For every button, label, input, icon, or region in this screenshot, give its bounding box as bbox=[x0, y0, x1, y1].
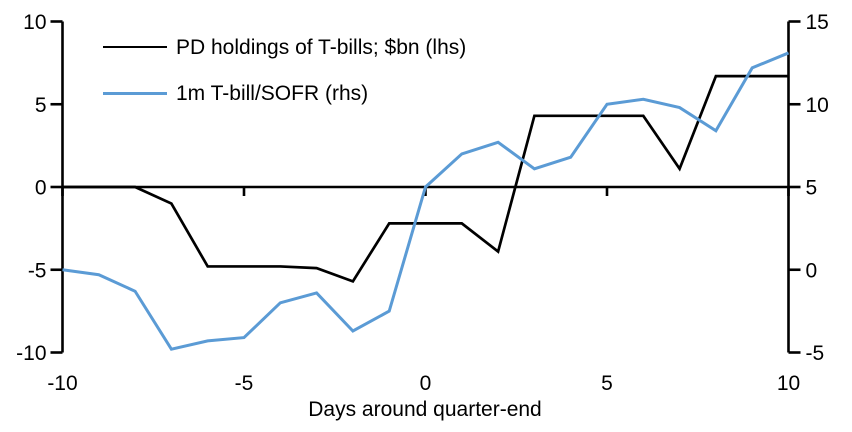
x-axis-title: Days around quarter-end bbox=[308, 398, 542, 421]
series-line-pd-holdings bbox=[62, 74, 789, 283]
legend-item-tbill-sofr: 1m T-bill/SOFR (rhs) bbox=[103, 70, 466, 116]
y-axis-left-tick-label: 5 bbox=[35, 94, 47, 117]
y-axis-right-tick-label: -5 bbox=[806, 342, 825, 365]
y-axis-right-tick-label: 10 bbox=[806, 94, 829, 117]
x-axis-tick-label: 10 bbox=[777, 372, 800, 395]
legend-line-sample-blue bbox=[103, 91, 167, 95]
x-axis-tick-label: -5 bbox=[235, 372, 254, 395]
y-axis-left-tick-label: -10 bbox=[16, 342, 46, 365]
y-axis-right-tick-label: 5 bbox=[806, 177, 818, 200]
y-axis-left-tick-label: 0 bbox=[35, 177, 47, 200]
y-axis-left-tick-label: -5 bbox=[28, 259, 47, 282]
y-axis-left-tick-label: 10 bbox=[23, 11, 46, 34]
legend-label-pd-holdings: PD holdings of T-bills; $bn (lhs) bbox=[176, 35, 467, 59]
legend: PD holdings of T-bills; $bn (lhs) 1m T-b… bbox=[103, 24, 466, 116]
series-line-tbill-sofr bbox=[62, 51, 790, 351]
y-axis-right-tick-label: 0 bbox=[806, 259, 818, 282]
legend-label-tbill-sofr: 1m T-bill/SOFR (rhs) bbox=[176, 81, 369, 105]
x-axis-tick-label: -10 bbox=[47, 372, 77, 395]
y-axis-right-tick-label: 15 bbox=[806, 11, 829, 34]
x-axis-tick-label: 5 bbox=[601, 372, 613, 395]
legend-item-pd-holdings: PD holdings of T-bills; $bn (lhs) bbox=[103, 24, 466, 70]
x-axis-tick-label: 0 bbox=[420, 372, 432, 395]
legend-line-sample-black bbox=[103, 46, 167, 48]
